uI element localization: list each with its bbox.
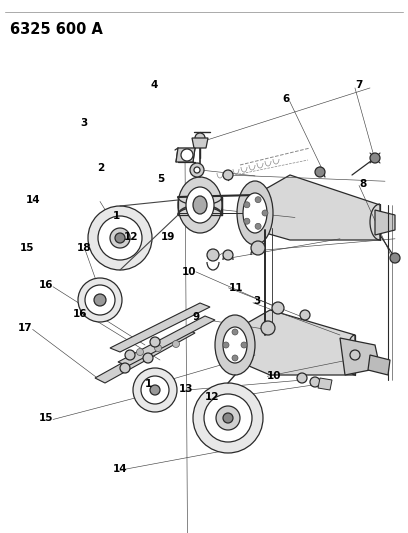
Circle shape [195, 133, 205, 143]
Circle shape [78, 278, 122, 322]
Text: 15: 15 [38, 414, 53, 423]
Text: 19: 19 [161, 232, 175, 242]
Ellipse shape [223, 327, 247, 363]
Polygon shape [192, 138, 208, 148]
Text: 3: 3 [80, 118, 88, 127]
Polygon shape [255, 175, 380, 240]
Circle shape [115, 233, 125, 243]
Circle shape [255, 223, 261, 229]
Polygon shape [176, 148, 195, 162]
Text: 16: 16 [38, 280, 53, 290]
Circle shape [137, 349, 144, 356]
Text: 12: 12 [205, 392, 220, 402]
Text: 6: 6 [282, 94, 290, 103]
Ellipse shape [193, 196, 207, 214]
Polygon shape [368, 355, 390, 375]
Text: 8: 8 [359, 179, 366, 189]
Circle shape [207, 249, 219, 261]
Text: 14: 14 [113, 464, 128, 474]
Circle shape [94, 294, 106, 306]
Circle shape [133, 368, 177, 412]
Polygon shape [235, 310, 355, 375]
Circle shape [223, 413, 233, 423]
Polygon shape [178, 197, 222, 215]
Circle shape [125, 350, 135, 360]
Text: 4: 4 [151, 80, 158, 90]
Circle shape [204, 394, 252, 442]
Circle shape [300, 310, 310, 320]
Text: 14: 14 [26, 195, 41, 205]
Circle shape [110, 228, 130, 248]
Circle shape [223, 250, 233, 260]
Text: 7: 7 [355, 80, 362, 90]
Circle shape [297, 373, 307, 383]
Text: 10: 10 [181, 267, 196, 277]
Circle shape [350, 350, 360, 360]
Circle shape [232, 355, 238, 361]
Polygon shape [340, 338, 380, 375]
Circle shape [98, 216, 142, 260]
Circle shape [173, 341, 180, 348]
Ellipse shape [178, 177, 222, 233]
Ellipse shape [215, 315, 255, 375]
Ellipse shape [237, 181, 273, 245]
Circle shape [190, 163, 204, 177]
Ellipse shape [186, 187, 214, 223]
Text: 3: 3 [253, 296, 260, 306]
Text: 1: 1 [145, 379, 153, 389]
Circle shape [194, 167, 200, 173]
Text: 5: 5 [157, 174, 164, 183]
Text: 15: 15 [20, 243, 35, 253]
Circle shape [261, 321, 275, 335]
Circle shape [251, 241, 265, 255]
Polygon shape [118, 316, 215, 366]
Text: 16: 16 [73, 310, 88, 319]
Circle shape [143, 353, 153, 363]
Circle shape [262, 210, 268, 216]
Circle shape [85, 285, 115, 315]
Circle shape [272, 302, 284, 314]
Circle shape [216, 406, 240, 430]
Text: 9: 9 [193, 312, 200, 322]
Circle shape [181, 149, 193, 161]
Circle shape [141, 376, 169, 404]
Circle shape [223, 170, 233, 180]
Circle shape [390, 253, 400, 263]
Text: 2: 2 [97, 163, 104, 173]
Text: 1: 1 [113, 211, 120, 221]
Circle shape [232, 329, 238, 335]
Text: 11: 11 [228, 283, 243, 293]
Circle shape [223, 342, 229, 348]
Circle shape [150, 337, 160, 347]
Ellipse shape [243, 193, 267, 233]
Circle shape [120, 363, 130, 373]
Circle shape [370, 153, 380, 163]
Circle shape [88, 206, 152, 270]
Circle shape [193, 383, 263, 453]
Text: 13: 13 [178, 384, 193, 394]
Text: 18: 18 [77, 243, 92, 253]
Circle shape [244, 202, 250, 208]
Circle shape [244, 218, 250, 224]
Circle shape [310, 377, 320, 387]
Polygon shape [375, 210, 395, 235]
Text: 17: 17 [18, 323, 33, 333]
Polygon shape [318, 378, 332, 390]
Polygon shape [95, 328, 195, 383]
Polygon shape [110, 303, 210, 352]
Text: 6325 600 A: 6325 600 A [10, 22, 103, 37]
Circle shape [255, 197, 261, 203]
Text: 12: 12 [124, 232, 139, 242]
Circle shape [315, 167, 325, 177]
Circle shape [241, 342, 247, 348]
Circle shape [150, 385, 160, 395]
Text: 10: 10 [267, 371, 282, 381]
Circle shape [155, 344, 162, 351]
